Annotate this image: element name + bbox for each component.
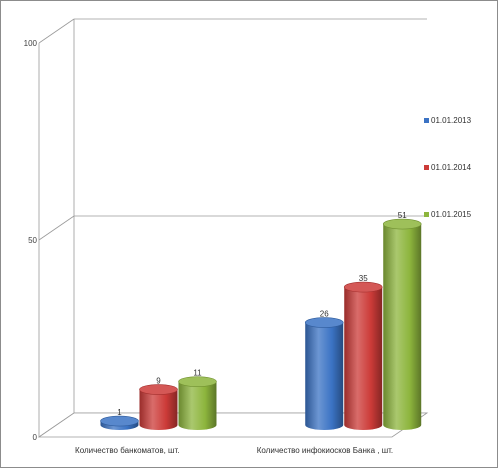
- bar-top: [343, 281, 383, 293]
- bar: [139, 389, 178, 430]
- data-label: 1: [117, 408, 122, 417]
- y-tick-label: 0: [33, 433, 38, 442]
- bar-top: [382, 218, 422, 230]
- data-label: 26: [320, 310, 329, 319]
- y-tick-label: 100: [24, 39, 38, 48]
- category-label: Количество банкоматов, шт.: [75, 446, 179, 455]
- legend-swatch: [424, 212, 429, 217]
- bar: [305, 322, 344, 430]
- gridline-side: [38, 215, 75, 241]
- bar-top: [178, 376, 217, 387]
- bar-top: [100, 415, 139, 427]
- legend-swatch: [424, 118, 429, 123]
- y-tick-label: 50: [28, 236, 37, 245]
- bar: [344, 287, 383, 430]
- bar: [383, 224, 422, 430]
- gridline-side: [38, 18, 75, 44]
- bar-top: [304, 317, 344, 328]
- data-label: 51: [398, 211, 407, 220]
- data-label: 35: [359, 274, 368, 283]
- legend-label: 01.01.2015: [431, 210, 472, 219]
- bar: [178, 381, 217, 430]
- legend-swatch: [424, 165, 429, 170]
- legend-label: 01.01.2014: [431, 163, 472, 172]
- legend-label: 01.01.2013: [431, 116, 472, 125]
- bar-top: [139, 384, 178, 395]
- data-label: 11: [193, 369, 202, 378]
- data-label: 9: [156, 377, 161, 386]
- category-label: Количество инфокиосков Банка , шт.: [257, 446, 393, 455]
